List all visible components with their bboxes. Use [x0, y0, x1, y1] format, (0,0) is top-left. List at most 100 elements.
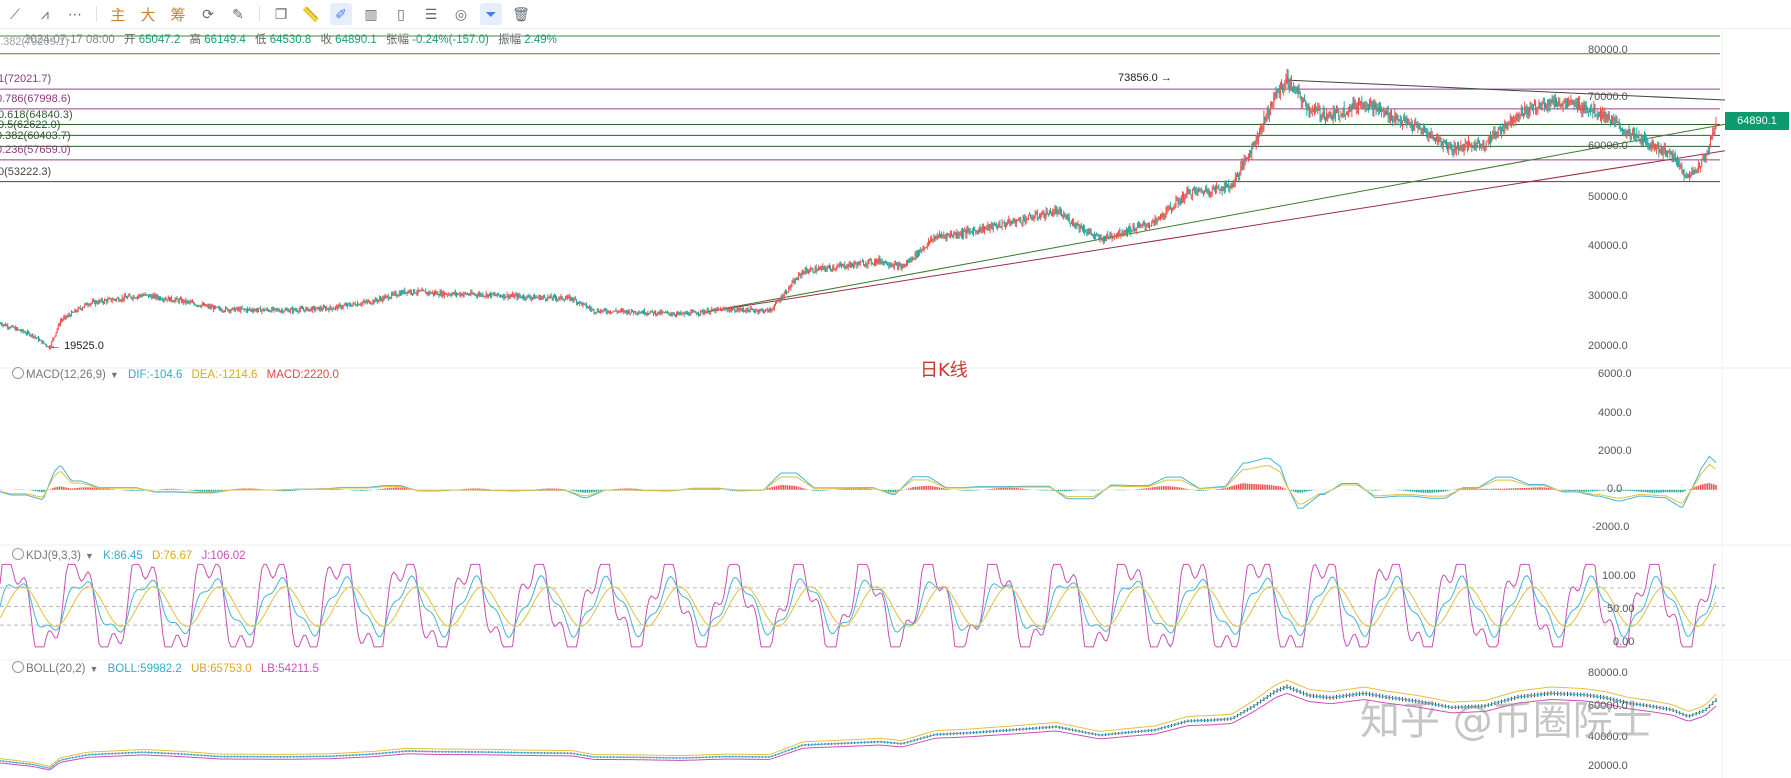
candle-body [523, 296, 525, 299]
chart-canvas[interactable] [0, 28, 1791, 778]
candle-body [128, 295, 130, 297]
candle-body [838, 264, 840, 266]
candle-body [188, 301, 190, 303]
candle-body [1476, 141, 1478, 149]
candle-body [1413, 126, 1414, 129]
candle-body [1058, 210, 1060, 212]
macd-histogram-bar [338, 488, 340, 490]
chevron-down-icon[interactable]: ▼ [84, 551, 94, 561]
candle-body [1701, 159, 1703, 168]
more-dots-icon[interactable]: ⋯ [68, 5, 82, 22]
macd-histogram-bar [1605, 489, 1607, 491]
settings-icon[interactable] [12, 548, 24, 560]
candle-body [130, 296, 132, 298]
candle-body [1532, 104, 1534, 111]
candle-body [1524, 107, 1526, 115]
ruler-icon[interactable]: 📏 [302, 5, 320, 22]
candle-body [1147, 224, 1149, 227]
candle-body [1238, 173, 1240, 176]
candle-body [1055, 209, 1057, 211]
candle-body [460, 293, 462, 296]
candle-body [1477, 141, 1479, 143]
macd-histogram-bar [852, 487, 855, 490]
macd-histogram-bar [1442, 489, 1444, 492]
candle-body [1133, 226, 1135, 230]
candle-body [1256, 135, 1258, 141]
candle-body [1574, 101, 1576, 106]
pencil-icon[interactable]: ✎ [232, 5, 244, 22]
candle-body [405, 291, 407, 294]
macd-histogram-bar [1455, 488, 1458, 490]
candle-body [456, 292, 457, 295]
candle-body [1516, 113, 1518, 117]
filter-icon[interactable]: ⏷ [480, 3, 502, 25]
macd-histogram-bar [632, 488, 635, 490]
candle-body [1149, 224, 1150, 226]
settings-icon[interactable] [12, 367, 24, 379]
macd-histogram-bar [1620, 489, 1623, 491]
candle-body [44, 343, 46, 345]
candle-body [1641, 135, 1643, 145]
candle-body [1334, 110, 1336, 117]
candle-body [1260, 126, 1262, 131]
candle-body [352, 303, 354, 305]
cycle-icon[interactable]: ⟳ [202, 5, 214, 22]
candle-body [542, 296, 544, 298]
candle-body [1220, 189, 1222, 191]
candle-body [1509, 117, 1511, 123]
candle-body [932, 238, 934, 241]
macd-histogram-bar [1640, 489, 1642, 492]
candle-body [6, 325, 8, 327]
candle-body [273, 308, 275, 311]
candle-body [970, 231, 972, 233]
big-indicator-button[interactable]: 大 [140, 5, 156, 24]
macd-histogram-bar [1622, 489, 1625, 491]
macd-histogram-bar [1121, 489, 1123, 491]
chips-indicator-button[interactable]: 筹 [170, 5, 186, 24]
macd-histogram-bar [1231, 485, 1233, 490]
draw-tool-icon[interactable]: ✐ [330, 3, 352, 25]
candle-icon[interactable]: ▥ [364, 5, 378, 22]
macd-histogram-bar [914, 486, 916, 490]
macd-histogram-bar [294, 489, 296, 491]
candle-body [1277, 91, 1279, 93]
triangle-draw-icon[interactable]: ⩘ [41, 5, 49, 22]
clipboard-icon[interactable]: ▯ [397, 5, 405, 22]
macd-histogram-bar [1075, 489, 1077, 491]
settings-icon[interactable] [12, 661, 24, 673]
macd-histogram-bar [947, 489, 949, 490]
candle-body [786, 291, 787, 293]
macd-histogram-bar [1647, 489, 1649, 493]
trend-line-icon[interactable]: ⟋ [10, 5, 20, 22]
macd-histogram-bar [364, 489, 366, 491]
candle-body [971, 231, 973, 234]
low-annotation: ← 19525.0 [50, 340, 104, 352]
candle-body [1306, 107, 1308, 111]
candle-body [203, 304, 204, 306]
candle-body [1356, 105, 1358, 109]
candle-body [1485, 141, 1487, 146]
candle-body [1369, 101, 1370, 109]
magnet-icon[interactable]: ◎ [454, 5, 468, 22]
macd-histogram-bar [1457, 488, 1460, 490]
candle-body [1473, 142, 1475, 148]
candle-body [1681, 165, 1683, 171]
candle-body [475, 294, 477, 296]
macd-tick: 4000.0 [1598, 407, 1632, 419]
macd-histogram-bar [1515, 488, 1517, 490]
square-copy-icon[interactable]: ❐ [274, 5, 288, 22]
candle-body [1068, 217, 1070, 223]
main-indicator-button[interactable]: 主 [110, 5, 126, 24]
notes-icon[interactable]: ☰ [424, 5, 438, 22]
candle-body [1032, 218, 1034, 220]
trash-icon[interactable]: 🗑 [512, 5, 530, 22]
chevron-down-icon[interactable]: ▼ [89, 664, 99, 674]
macd-name[interactable]: MACD(12,26,9) [26, 369, 106, 381]
kdj-name[interactable]: KDJ(9,3,3) [26, 550, 81, 562]
candle-body [1611, 121, 1612, 124]
candle-body [168, 297, 170, 302]
boll-name[interactable]: BOLL(20,2) [26, 663, 86, 675]
candle-body [1081, 228, 1083, 231]
candle-body [661, 311, 663, 314]
chevron-down-icon[interactable]: ▼ [109, 370, 119, 380]
